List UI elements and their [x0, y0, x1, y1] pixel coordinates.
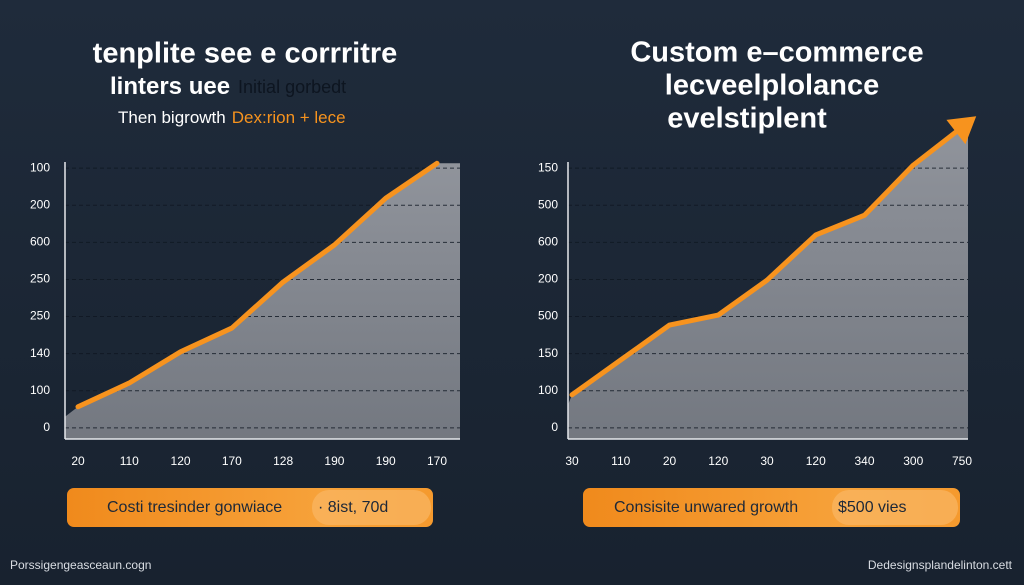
x-tick-label: 110 — [120, 454, 139, 468]
banner-text: Consisite unwared growth — [614, 499, 798, 516]
y-tick-label: 150 — [538, 160, 558, 174]
footer-right: Dedesignsplandelinton.cett — [868, 558, 1013, 572]
y-tick-label: 100 — [30, 160, 50, 174]
y-tick-label: 600 — [30, 235, 50, 249]
chart-title: tenplite see e corrritre — [93, 38, 398, 70]
banner-highlight-box — [312, 490, 431, 525]
banner-highlight-box — [832, 490, 958, 525]
footer-left: Porssigengeasceaun.cogn — [10, 558, 151, 572]
y-tick-label: 200 — [538, 272, 558, 286]
chart-title-line: lecveelplolance — [665, 70, 879, 102]
y-tick-label: 140 — [30, 346, 50, 360]
x-tick-label: 120 — [806, 454, 826, 468]
line — [75, 160, 440, 410]
line — [569, 124, 965, 398]
x-tick-label: 750 — [952, 454, 972, 468]
y-tick-label: 150 — [538, 346, 558, 360]
y-tick-label: 250 — [30, 272, 50, 286]
chart-title-line: evelstiplent — [667, 103, 827, 135]
subtitle-main: linters uee — [110, 73, 230, 100]
arrow-head — [946, 116, 977, 145]
x-tick-label: 30 — [565, 454, 579, 468]
tagline: Then bigrowth Dex:rion + lece — [118, 108, 346, 127]
x-tick-label: 120 — [708, 454, 728, 468]
x-tick-label: 120 — [171, 454, 191, 468]
x-tick-label: 340 — [854, 454, 874, 468]
y-tick-label: 500 — [538, 309, 558, 323]
y-tick-label: 0 — [43, 420, 50, 434]
x-tick-label: 190 — [324, 454, 344, 468]
y-tick-label: 250 — [30, 309, 50, 323]
y-tick-label: 500 — [538, 197, 558, 211]
y-tick-label: 600 — [538, 235, 558, 249]
y-tick-label: 200 — [30, 197, 50, 211]
subtitle-note: Initial gorbedt — [238, 77, 346, 97]
x-tick-label: 110 — [611, 454, 630, 468]
banner-text: Costi tresinder gonwiace — [107, 499, 282, 516]
area — [568, 127, 968, 439]
x-tick-label: 170 — [427, 454, 447, 468]
tagline-main: Then bigrowth — [118, 108, 226, 127]
tagline-highlight: Dex:rion + lece — [232, 108, 346, 127]
x-tick-label: 170 — [222, 454, 242, 468]
x-tick-label: 30 — [760, 454, 774, 468]
y-tick-label: 100 — [538, 383, 558, 397]
x-tick-label: 128 — [273, 454, 293, 468]
x-tick-label: 190 — [376, 454, 396, 468]
x-tick-label: 300 — [903, 454, 923, 468]
banner-highlight: · 8ist, 70d — [318, 499, 388, 516]
chart-title-line: Custom e–commerce — [630, 37, 923, 69]
x-tick-label: 20 — [71, 454, 85, 468]
y-tick-label: 100 — [30, 383, 50, 397]
subtitle: linters uee Initial gorbedt — [110, 73, 346, 100]
y-tick-label: 0 — [551, 420, 558, 434]
x-tick-label: 20 — [663, 454, 677, 468]
banner-highlight: $500 vies — [838, 499, 907, 516]
